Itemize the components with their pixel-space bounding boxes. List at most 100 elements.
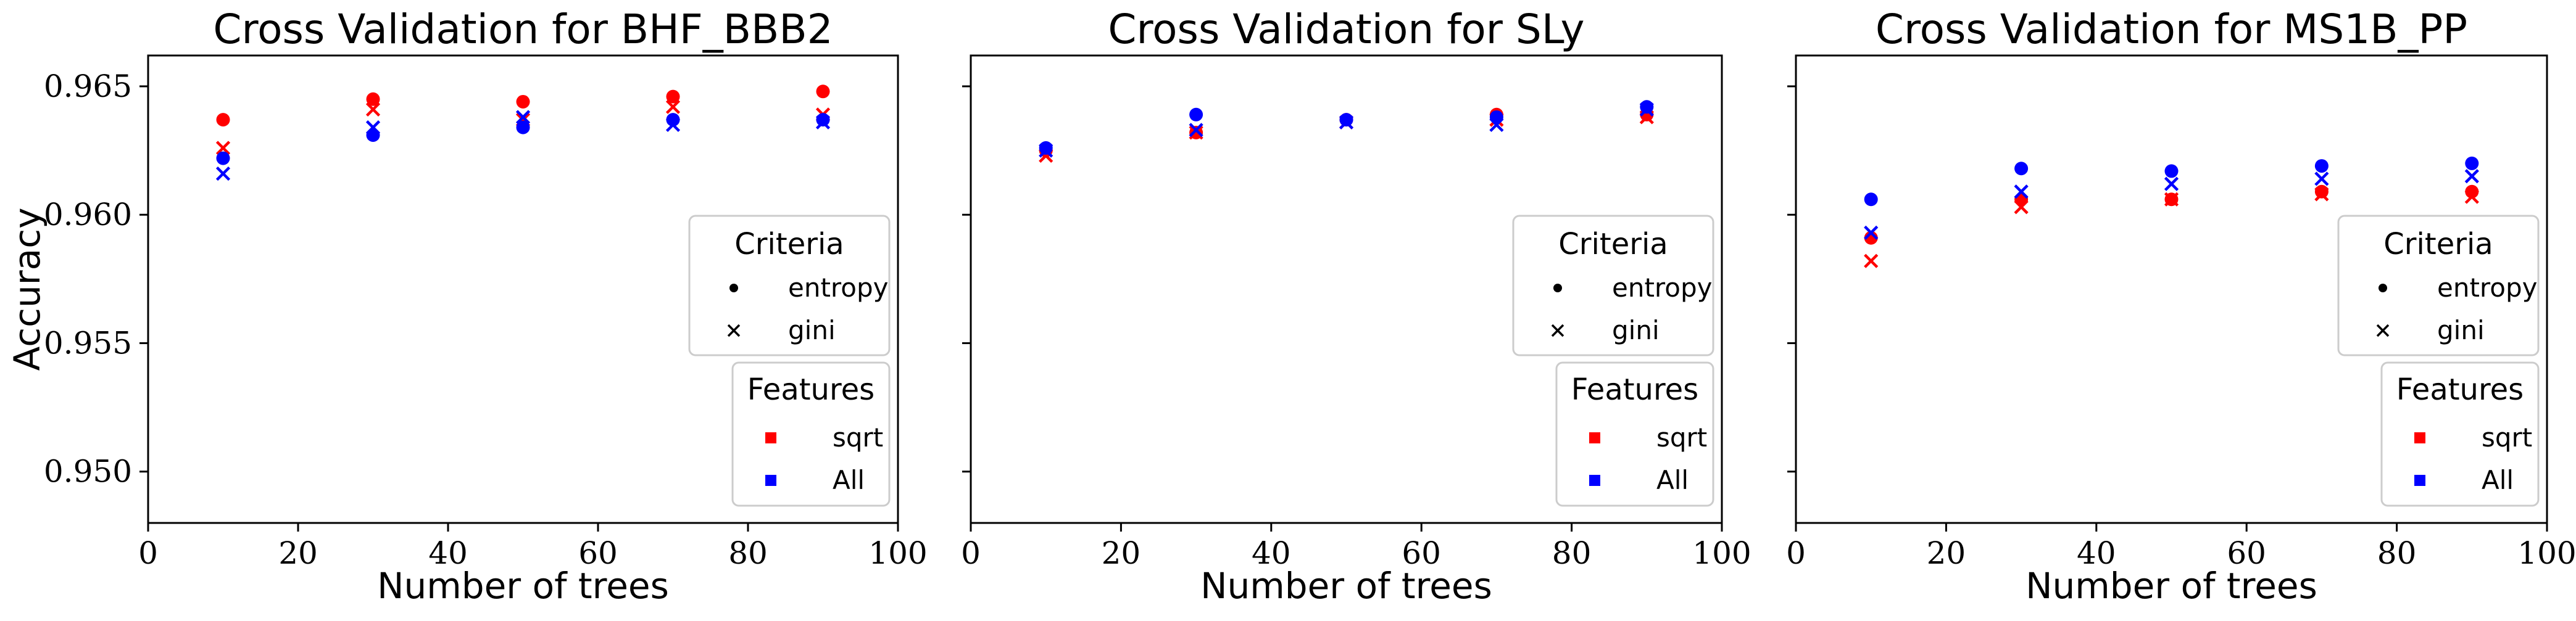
data-point-entropy [1189, 107, 1203, 121]
features-legend: Features sqrt All [1555, 361, 1714, 507]
plot-frame [147, 54, 899, 524]
data-point-gini [1489, 117, 1504, 133]
y-tick-label: 0.955 [44, 325, 132, 361]
features-legend: Features sqrt All [2380, 361, 2540, 507]
criteria-legend-label: entropy [2437, 273, 2537, 303]
gini-marker-icon [2376, 324, 2390, 337]
features-legend-label: All [1656, 465, 1689, 495]
data-point-gini [2464, 189, 2479, 204]
data-point-gini [2164, 192, 2179, 207]
features-legend-label: sqrt [1656, 422, 1707, 453]
data-point-gini [365, 120, 381, 135]
entropy-marker-icon [2379, 284, 2387, 292]
criteria-legend-title: Criteria [2383, 227, 2493, 261]
features-legend-label: All [833, 465, 865, 495]
legend-box [688, 215, 891, 356]
data-point-gini [365, 102, 381, 117]
criteria-legend-label: entropy [1612, 273, 1712, 303]
data-point-gini [515, 110, 531, 125]
feature-swatch-icon [1589, 432, 1600, 443]
feature-swatch-icon [1589, 475, 1600, 486]
legend-box [2380, 361, 2540, 507]
data-point-gini [1189, 123, 1203, 138]
data-point-gini [2314, 171, 2329, 186]
features-legend: Features sqrt All [731, 361, 891, 507]
plot-frame [970, 54, 1723, 524]
criteria-legend-label: gini [1612, 315, 1660, 345]
chart-panel-2: Cross Validation for SLy 0 20 40 60 80 100 Numb… [961, 6, 1751, 607]
data-point-gini [1639, 102, 1654, 117]
x-tick-label: 40 [1252, 535, 1291, 571]
x-tick-label: 40 [428, 535, 468, 571]
chart-title: Cross Validation for BHF_BBB2 [213, 6, 833, 53]
data-point-entropy [2314, 184, 2329, 199]
data-point-entropy [216, 151, 230, 165]
x-tick-label: 0 [961, 535, 981, 571]
criteria-legend-title: Criteria [1558, 227, 1668, 261]
data-point-entropy [2314, 159, 2329, 173]
data-point-entropy [366, 92, 380, 106]
x-tick-label: 0 [138, 535, 158, 571]
gini-marker-icon [1551, 324, 1564, 337]
data-point-entropy [216, 113, 230, 127]
data-point-entropy [1864, 192, 1878, 207]
data-point-entropy [516, 94, 530, 109]
x-tick-label: 80 [1552, 535, 1592, 571]
x-tick-label: 100 [1692, 535, 1751, 571]
data-point-entropy [816, 84, 830, 99]
data-point-gini [665, 99, 681, 114]
chart-panel-3: Cross Validation for MS1B_PP 0 20 40 60 80 100… [1786, 6, 2576, 607]
chart-panel-1: Cross Validation for BHF_BBB2 0 20 40 60 80 10… [6, 6, 928, 607]
data-point-gini [1189, 125, 1203, 140]
x-tick-label: 0 [1786, 535, 1806, 571]
x-axis-label: Number of trees [2025, 565, 2317, 607]
data-point-entropy [1039, 141, 1053, 155]
legend-box [1512, 215, 1714, 356]
data-point-entropy [2164, 164, 2179, 178]
y-tick-label: 0.960 [44, 197, 132, 232]
data-point-entropy [516, 120, 530, 134]
x-tick-label: 60 [1402, 535, 1441, 571]
feature-swatch-icon [765, 432, 776, 443]
feature-swatch-icon [2414, 475, 2425, 486]
features-legend-label: All [2482, 465, 2514, 495]
data-point-gini [2014, 184, 2029, 199]
data-point-gini [215, 141, 231, 155]
x-tick-label: 20 [1927, 535, 1966, 571]
x-tick-label: 80 [728, 535, 768, 571]
data-point-gini [2164, 176, 2179, 191]
y-tick-label: 0.950 [44, 454, 132, 490]
plot-frame [1795, 54, 2548, 524]
criteria-legend-title: Criteria [734, 227, 844, 261]
legend-box [2337, 215, 2540, 356]
data-point-gini [2464, 169, 2479, 184]
data-point-gini [215, 166, 231, 181]
criteria-legend-label: gini [788, 315, 836, 345]
data-point-entropy [816, 113, 830, 127]
data-point-gini [1039, 143, 1053, 158]
criteria-legend: Criteria entropy gini [688, 215, 891, 356]
x-tick-label: 20 [1102, 535, 1141, 571]
feature-swatch-icon [2414, 432, 2425, 443]
x-tick-label: 100 [868, 535, 927, 571]
x-tick-label: 60 [578, 535, 618, 571]
data-point-entropy [2465, 156, 2479, 170]
data-point-entropy [2014, 162, 2029, 176]
features-legend-label: sqrt [833, 422, 883, 453]
x-tick-label: 80 [2377, 535, 2417, 571]
data-point-gini [2314, 187, 2329, 202]
gini-marker-icon [727, 324, 741, 337]
data-point-gini [2014, 200, 2029, 215]
data-point-gini [1339, 115, 1354, 130]
legend-box [1555, 361, 1714, 507]
features-legend-label: sqrt [2482, 422, 2532, 453]
entropy-marker-icon [1553, 284, 1562, 292]
chart-title: Cross Validation for SLy [1108, 6, 1584, 53]
x-axis-label: Number of trees [1200, 565, 1492, 607]
data-point-entropy [666, 89, 680, 104]
data-point-entropy [1339, 113, 1353, 127]
feature-swatch-icon [765, 475, 776, 486]
data-point-gini [665, 117, 681, 133]
x-tick-label: 20 [278, 535, 318, 571]
data-point-gini [1864, 225, 1879, 240]
